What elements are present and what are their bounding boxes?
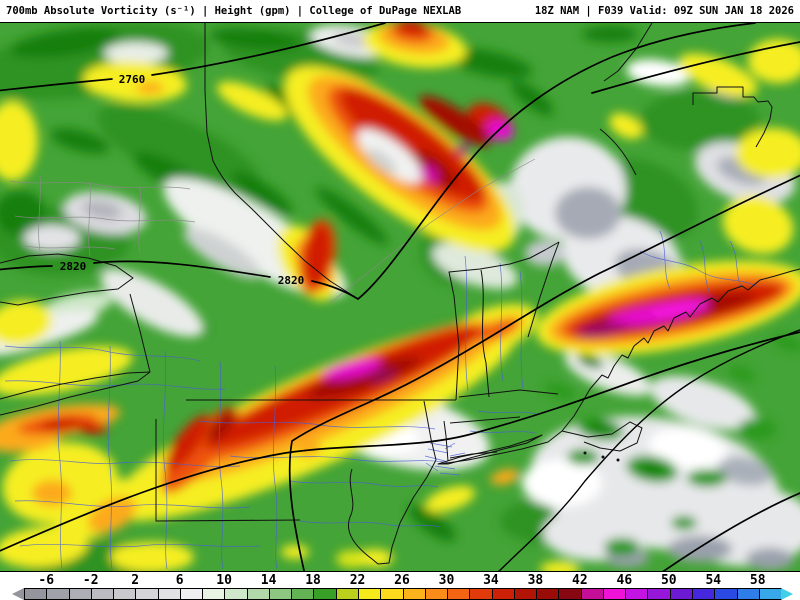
colorbar-tick-label: 18	[305, 573, 321, 588]
colorbar-segment	[470, 589, 493, 599]
colorbar-segment	[514, 589, 538, 599]
state-borders	[0, 23, 800, 565]
header-right-title: 18Z NAM | F039 Valid: 09Z SUN JAN 18 202…	[534, 5, 794, 17]
colorbar-segment	[715, 589, 738, 599]
colorbar-tick-label: 42	[572, 573, 588, 588]
colorbar-segment	[203, 589, 226, 599]
colorbar-tick-label: 14	[260, 573, 277, 588]
colorbar-segment	[603, 589, 627, 599]
colorbar-segment	[47, 589, 70, 599]
colorbar-tick-label: -2	[82, 573, 99, 588]
colorbar-segment	[314, 589, 337, 599]
header-left-title: 700mb Absolute Vorticity (s⁻¹) | Height …	[6, 5, 462, 17]
colorbar-tick-label: 6	[175, 573, 184, 588]
colorbar-tick-label: 46	[616, 573, 633, 588]
colorbar-segment	[269, 589, 293, 599]
colorbar-segment	[136, 589, 159, 599]
colorbar-segment	[91, 589, 115, 599]
colorbar-segment	[537, 589, 560, 599]
colorbar-segment	[403, 589, 426, 599]
colorbar-tick-label: 38	[527, 573, 544, 588]
colorbar-segment	[358, 589, 382, 599]
colorbar-segment	[492, 589, 515, 599]
contour-label: 2760	[119, 73, 146, 86]
colorbar-segment	[25, 589, 48, 599]
colorbar-segment	[336, 589, 359, 599]
colorbar-segment	[381, 589, 404, 599]
map-svg: 2760 2820 2820	[0, 23, 800, 571]
colorbar-tick-label: 26	[394, 573, 410, 588]
colorbar-segment	[670, 589, 693, 599]
colorbar-segment	[425, 589, 449, 599]
colorbar-right-arrow	[781, 588, 793, 600]
colorbar-tick-label: 54	[705, 573, 722, 588]
colorbar-tick-label: 58	[749, 573, 766, 588]
weather-map: 2760 2820 2820	[0, 22, 800, 572]
colorbar-segment	[759, 589, 782, 599]
colorbar-bar	[24, 588, 782, 600]
colorbar-left-arrow	[12, 588, 24, 600]
colorbar-tick-label: 30	[438, 573, 455, 588]
height-contours	[0, 23, 800, 571]
colorbar-tick-label: 34	[483, 573, 499, 588]
colorbar-segment	[225, 589, 248, 599]
colorbar-segment	[581, 589, 604, 599]
colorbar-segment	[69, 589, 92, 599]
colorbar-segment	[648, 589, 671, 599]
township-lines	[9, 158, 536, 304]
colorbar-segment	[114, 589, 137, 599]
colorbar-tick-label: 2	[131, 573, 140, 588]
colorbar-tick-label: 50	[660, 573, 677, 588]
colorbar-tick-label: -6	[38, 573, 55, 588]
colorbar-segment	[247, 589, 270, 599]
contour-labels: 2760 2820 2820	[60, 73, 305, 287]
colorbar-segment	[559, 589, 582, 599]
colorbar-segment	[737, 589, 760, 599]
colorbar-tick-label: 22	[349, 573, 366, 588]
colorbar-segment	[158, 589, 181, 599]
colorbar-labels: -6 -2 2 6 10 14 18 22 26 30 34 38 42 46 50 54 58	[0, 572, 800, 588]
contour-label: 2820	[60, 260, 87, 273]
colorbar-segment	[626, 589, 649, 599]
colorbar-segment	[692, 589, 716, 599]
colorbar-tick-label: 10	[216, 573, 232, 588]
contour-label: 2820	[278, 274, 305, 287]
colorbar-segment	[448, 589, 471, 599]
colorbar: -6 -2 2 6 10 14 18 22 26 30 34 38 42 46 50 54 58	[0, 572, 800, 600]
header: 700mb Absolute Vorticity (s⁻¹) | Height …	[0, 0, 800, 22]
colorbar-segment	[292, 589, 315, 599]
colorbar-segment	[180, 589, 204, 599]
